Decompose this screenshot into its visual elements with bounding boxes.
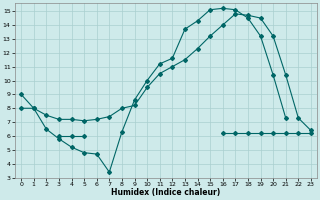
X-axis label: Humidex (Indice chaleur): Humidex (Indice chaleur) xyxy=(111,188,221,197)
